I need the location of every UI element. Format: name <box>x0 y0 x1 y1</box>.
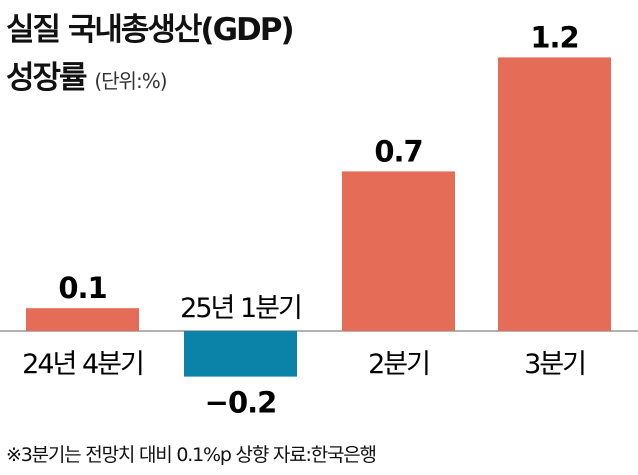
chart-title-line1: 실질 국내총생산(GDP) <box>6 12 295 48</box>
footnote: ※3분기는 전망치 대비 0.1%p 상향 자료:한국은행 <box>6 444 377 466</box>
bar <box>26 308 139 331</box>
bar <box>184 331 297 377</box>
data-label: 0.1 <box>58 271 106 305</box>
category-label: 24년 4분기 <box>22 349 143 380</box>
unit-label: (단위:%) <box>94 69 167 93</box>
data-label: −0.2 <box>205 386 277 420</box>
chart-title-line2: 성장률 (단위:%) <box>6 60 168 96</box>
category-label: 25년 1분기 <box>180 293 301 324</box>
data-label: 0.7 <box>374 134 422 168</box>
bar <box>342 171 455 331</box>
category-label: 3분기 <box>524 349 585 380</box>
data-label: 1.2 <box>530 20 578 54</box>
category-label: 2분기 <box>368 349 429 380</box>
bar <box>498 57 611 332</box>
